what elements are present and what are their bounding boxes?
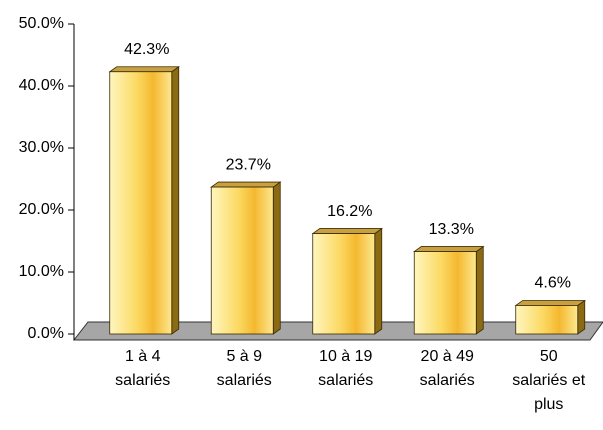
bar-side (171, 65, 180, 335)
y-tick-label: 40.0% (19, 77, 64, 94)
bar-top (210, 181, 282, 188)
value-label: 4.6% (535, 275, 571, 292)
x-tick-label: 1 à 4 (125, 348, 161, 365)
bar-side (577, 299, 586, 335)
x-tick-label: salariés (217, 372, 272, 389)
bar (109, 71, 173, 335)
x-tick-label: salariés (115, 372, 170, 389)
value-label: 42.3% (124, 41, 169, 58)
y-tick-label: 30.0% (19, 139, 64, 156)
bar-side (272, 181, 281, 335)
y-tick-label: 10.0% (19, 263, 64, 280)
bar (210, 186, 274, 335)
y-tick-label: 20.0% (19, 201, 64, 218)
bar-side (374, 227, 383, 335)
bar (312, 233, 376, 335)
x-tick-label: salariés et (512, 372, 585, 389)
bar (515, 305, 579, 335)
bar (413, 251, 477, 335)
y-tick-label: 0.0% (28, 325, 64, 342)
x-tick-label: 5 à 9 (226, 348, 262, 365)
x-tick-label: salariés (318, 372, 373, 389)
bar-side (475, 245, 484, 335)
bar-top (108, 66, 180, 73)
value-label: 23.7% (226, 156, 271, 173)
x-tick-label: 20 à 49 (421, 348, 474, 365)
x-tick-label: 10 à 19 (319, 348, 372, 365)
bar-top (311, 228, 383, 234)
y-tick-label: 50.0% (19, 15, 64, 32)
bar-top (413, 246, 485, 252)
x-tick-label: 50 (540, 348, 558, 365)
value-label: 16.2% (327, 203, 372, 220)
value-label: 13.3% (429, 221, 474, 238)
bar-top (514, 300, 586, 306)
x-tick-label: plus (534, 396, 563, 413)
x-tick-label: salariés (420, 372, 475, 389)
